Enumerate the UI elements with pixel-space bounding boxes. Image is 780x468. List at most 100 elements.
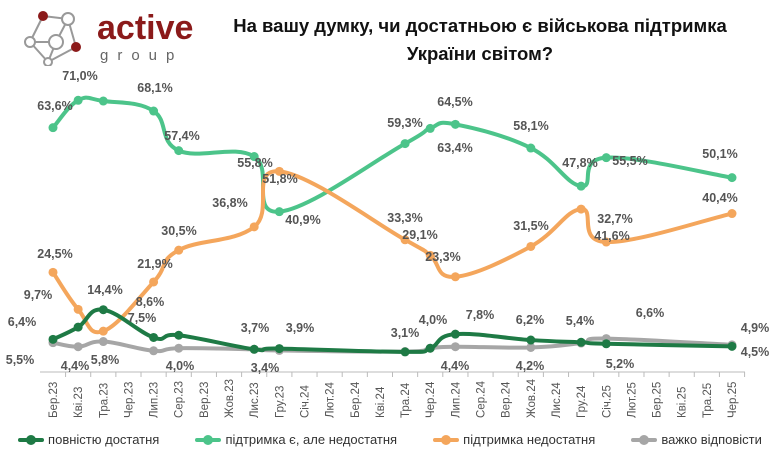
data-point [73,342,83,352]
data-label: 40,4% [702,191,737,205]
data-point [274,207,284,217]
x-tick-label: Жов.24 [526,378,538,418]
x-tick-label: Гру.23 [274,386,286,418]
x-tick-label: Лип.23 [149,382,161,418]
data-point [274,166,284,176]
data-label: 23,3% [425,250,460,264]
data-point [526,342,536,352]
legend-label: підтримка недостатня [463,432,596,447]
data-label: 57,4% [164,129,199,143]
data-label: 71,0% [62,69,97,83]
x-tick-label: Бер.24 [350,381,362,418]
data-point [98,326,108,336]
x-tick-label: Лис.24 [551,382,563,418]
data-point [450,119,460,129]
x-tick-label: Гру.24 [576,385,588,418]
x-tick-label: Бер.23 [48,382,60,418]
data-point [274,344,284,354]
data-point [98,96,108,106]
data-label: 58,1% [513,119,548,133]
x-tick-label: Бер.25 [652,382,664,418]
data-point [450,342,460,352]
data-point [149,346,159,356]
data-label: 59,3% [387,116,422,130]
data-label: 68,1% [137,81,172,95]
data-point [400,347,410,357]
data-label: 7,5% [128,311,157,325]
data-point [149,332,159,342]
x-tick-label: Квi.23 [73,387,85,418]
data-label: 6,4% [8,315,37,329]
x-tick-label: Жов.23 [224,379,236,418]
data-point [450,272,460,282]
data-point [526,335,536,345]
data-point [400,235,410,245]
data-label: 3,7% [241,321,270,335]
data-point [174,245,184,255]
active-group-logo: active group [24,9,193,66]
data-point [601,339,611,349]
data-label: 14,4% [87,283,122,297]
x-tick-label: Лют.25 [626,382,638,418]
data-label: 29,1% [402,228,437,242]
data-point [727,209,737,219]
data-point [149,106,159,116]
x-tick-label: Квi.25 [677,387,689,418]
data-label: 4,0% [419,313,448,327]
data-label: 21,9% [137,257,172,271]
data-point [727,173,737,183]
data-label: 4,2% [516,359,545,373]
data-label: 36,8% [212,196,247,210]
x-tick-label: Сер.23 [174,381,186,418]
x-tick-label: Квi.24 [375,386,387,418]
data-label: 55,8% [237,156,272,170]
data-label: 63,6% [37,99,72,113]
data-point [425,123,435,133]
x-tick-label: Січ.25 [601,385,613,418]
x-tick-label: Тра.23 [98,383,110,418]
data-label: 5,4% [566,314,595,328]
data-label: 31,5% [513,219,548,233]
data-label: 47,8% [562,156,597,170]
data-point [576,181,586,191]
data-label: 51,8% [262,172,297,186]
data-point [526,143,536,153]
data-point [727,341,737,351]
data-point [400,139,410,149]
data-label: 6,2% [516,313,545,327]
data-label: 5,2% [606,357,635,371]
data-point [576,337,586,347]
data-point [73,304,83,314]
data-label: 41,6% [594,229,629,243]
x-tick-label: Вер.23 [199,382,211,418]
legend-item: повністю достатня [18,432,159,447]
legend-swatch [195,434,222,445]
legend-swatch [631,434,658,445]
data-label: 3,9% [286,321,315,335]
data-label: 5,5% [6,353,35,367]
data-point [98,305,108,315]
data-label: 30,5% [161,224,196,238]
data-label: 32,7% [597,212,632,226]
legend-item: важко відповісти [631,432,762,447]
data-point [249,152,259,162]
data-label: 40,9% [285,213,320,227]
data-label: 4,9% [741,321,770,335]
data-label: 4,4% [441,359,470,373]
data-point [601,153,611,163]
legend-item: підтримка є, але недостатня [195,432,397,447]
data-label: 3,4% [251,361,280,375]
data-label: 33,3% [387,211,422,225]
x-tick-label: Лис.23 [249,382,261,418]
svg-text:active: active [97,9,193,47]
data-point [98,337,108,347]
data-label: 6,6% [636,306,665,320]
x-tick-label: Лют.24 [325,381,337,418]
data-point [249,344,259,354]
chart-title: На вашу думку, чи достатньою є військова… [233,15,727,64]
x-tick-label: Вер.24 [501,381,513,418]
legend-label: важко відповісти [661,432,762,447]
data-label: 9,7% [24,288,53,302]
x-tick-label: Чер.25 [727,382,739,418]
